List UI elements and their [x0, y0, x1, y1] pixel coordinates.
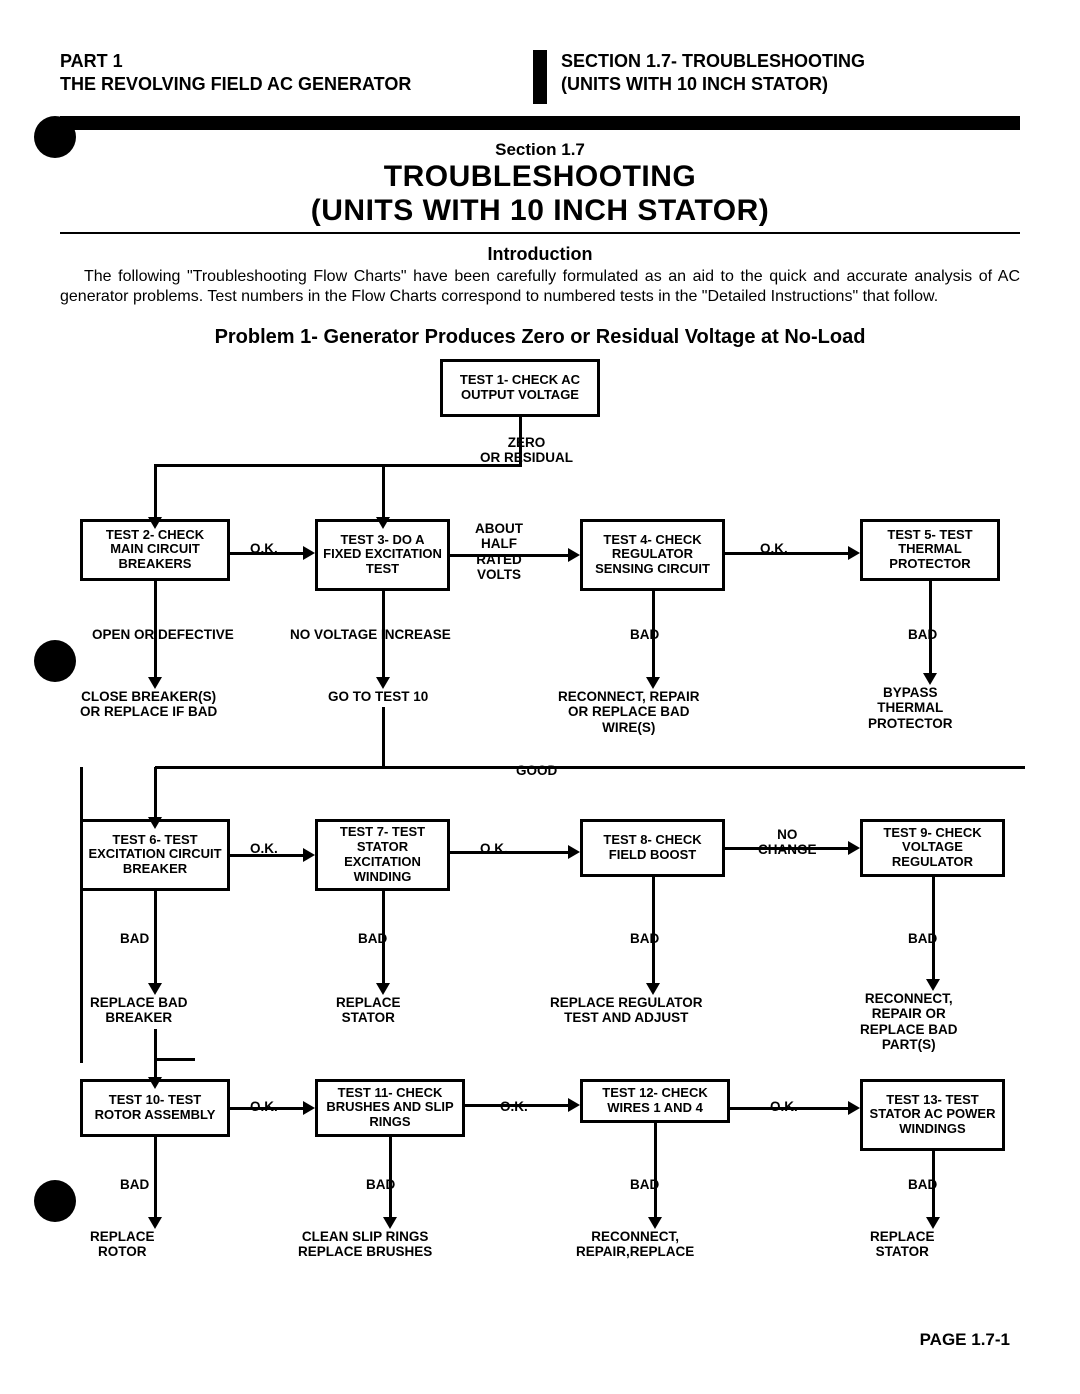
- header-left-line1: PART 1: [60, 50, 519, 73]
- section-label: Section 1.7: [60, 140, 1020, 160]
- flow-label: REPLACE STATOR: [870, 1229, 935, 1260]
- flow-label: NO CHANGE: [758, 827, 817, 858]
- flow-label: O.K.: [480, 841, 508, 857]
- flow-label: BAD: [120, 1177, 149, 1193]
- flow-node-t12: TEST 12- CHECK WIRES 1 AND 4: [580, 1079, 730, 1123]
- section-subtitle: (UNITS WITH 10 INCH STATOR): [60, 194, 1020, 228]
- flow-label: RECONNECT, REPAIR OR REPLACE BAD WIRE(S): [558, 689, 700, 736]
- flow-label: ZERO OR RESIDUAL: [480, 435, 573, 466]
- flow-node-t13: TEST 13- TEST STATOR AC POWER WINDINGS: [860, 1079, 1005, 1151]
- flow-label: BAD: [908, 627, 937, 643]
- flow-label: BAD: [630, 627, 659, 643]
- flow-label: REPLACE REGULATOR TEST AND ADJUST: [550, 995, 703, 1026]
- flow-node-t9: TEST 9- CHECK VOLTAGE REGULATOR: [860, 819, 1005, 877]
- flow-label: CLOSE BREAKER(S) OR REPLACE IF BAD: [80, 689, 217, 720]
- flow-label: REPLACE STATOR: [336, 995, 401, 1026]
- flow-label: REPLACE BAD BREAKER: [90, 995, 188, 1026]
- flow-label: OPEN OR DEFECTIVE: [92, 627, 234, 643]
- flow-label: BAD: [630, 931, 659, 947]
- flow-label: RECONNECT, REPAIR OR REPLACE BAD PART(S): [860, 991, 958, 1053]
- header-right-line1: SECTION 1.7- TROUBLESHOOTING: [561, 50, 1020, 73]
- header-bar: [60, 116, 1020, 130]
- flow-label: REPLACE ROTOR: [90, 1229, 155, 1260]
- flow-node-t3: TEST 3- DO A FIXED EXCITATION TEST: [315, 519, 450, 591]
- flowchart: TEST 1- CHECK AC OUTPUT VOLTAGETEST 2- C…: [60, 359, 1020, 1289]
- punch-dot: [34, 116, 76, 158]
- intro-heading: Introduction: [60, 244, 1020, 265]
- header-left-line2: THE REVOLVING FIELD AC GENERATOR: [60, 73, 519, 96]
- header-divider: [533, 50, 547, 104]
- flow-label: BAD: [120, 931, 149, 947]
- flow-node-t8: TEST 8- CHECK FIELD BOOST: [580, 819, 725, 877]
- title-rule: [60, 232, 1020, 234]
- flow-label: NO VOLTAGE INCREASE: [290, 627, 451, 643]
- problem-title: Problem 1- Generator Produces Zero or Re…: [60, 326, 1020, 349]
- header-right: SECTION 1.7- TROUBLESHOOTING (UNITS WITH…: [561, 50, 1020, 95]
- flow-node-t4: TEST 4- CHECK REGULATOR SENSING CIRCUIT: [580, 519, 725, 591]
- flow-label: RECONNECT, REPAIR,REPLACE: [576, 1229, 694, 1260]
- section-title: TROUBLESHOOTING: [60, 160, 1020, 194]
- flow-node-t7: TEST 7- TEST STATOR EXCITATION WINDING: [315, 819, 450, 891]
- flow-node-t5: TEST 5- TEST THERMAL PROTECTOR: [860, 519, 1000, 581]
- header-left: PART 1 THE REVOLVING FIELD AC GENERATOR: [60, 50, 519, 95]
- flow-node-t11: TEST 11- CHECK BRUSHES AND SLIP RINGS: [315, 1079, 465, 1137]
- header-right-line2: (UNITS WITH 10 INCH STATOR): [561, 73, 1020, 96]
- flow-label: BYPASS THERMAL PROTECTOR: [868, 685, 953, 732]
- page-header: PART 1 THE REVOLVING FIELD AC GENERATOR …: [60, 50, 1020, 104]
- page-number: PAGE 1.7-1: [920, 1330, 1010, 1350]
- flow-label: CLEAN SLIP RINGS REPLACE BRUSHES: [298, 1229, 432, 1260]
- intro-body: The following "Troubleshooting Flow Char…: [60, 267, 1020, 308]
- flow-label: ABOUT HALF RATED VOLTS: [475, 521, 523, 583]
- flow-node-t1: TEST 1- CHECK AC OUTPUT VOLTAGE: [440, 359, 600, 417]
- flow-node-t6: TEST 6- TEST EXCITATION CIRCUIT BREAKER: [80, 819, 230, 891]
- flow-label: GO TO TEST 10: [328, 689, 428, 705]
